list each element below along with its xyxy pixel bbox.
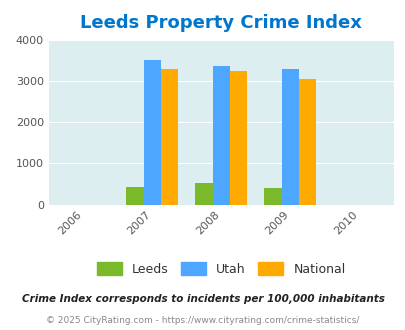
Legend: Leeds, Utah, National: Leeds, Utah, National (92, 257, 350, 281)
Text: © 2025 CityRating.com - https://www.cityrating.com/crime-statistics/: © 2025 CityRating.com - https://www.city… (46, 315, 359, 325)
Bar (281, 69, 298, 205)
Bar (298, 79, 315, 205)
Text: Crime Index corresponds to incidents per 100,000 inhabitants: Crime Index corresponds to incidents per… (21, 294, 384, 304)
Title: Leeds Property Crime Index: Leeds Property Crime Index (80, 15, 361, 32)
Bar (212, 66, 229, 205)
Bar (264, 188, 281, 205)
Bar (143, 60, 160, 205)
Bar (229, 71, 247, 205)
Bar (126, 187, 143, 205)
Bar (160, 69, 178, 205)
Bar (195, 183, 212, 205)
